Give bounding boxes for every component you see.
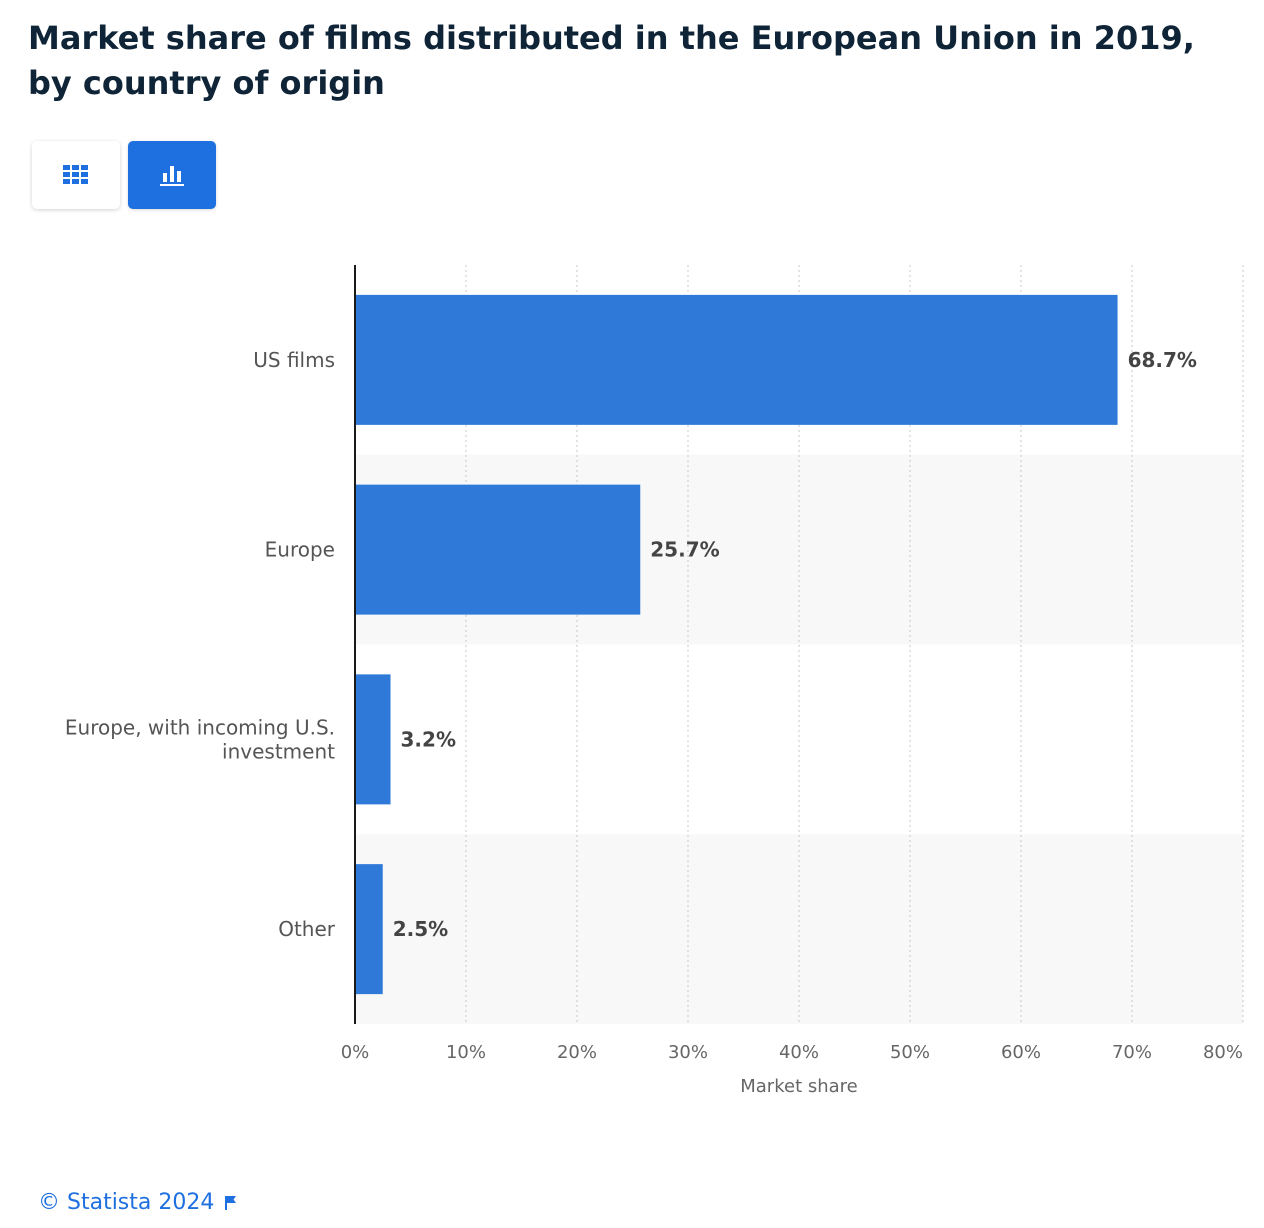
x-axis-title: Market share [740, 1076, 858, 1097]
category-label: US films [253, 348, 335, 372]
bar[interactable] [355, 294, 1118, 425]
x-tick-label: 50% [890, 1042, 930, 1063]
value-label: 3.2% [401, 727, 456, 751]
category-label: Europe, with incoming U.S. investment [65, 715, 335, 763]
category-label: Other [278, 917, 336, 941]
view-toggle [30, 141, 220, 211]
x-tick-label: 10% [446, 1042, 486, 1063]
x-tick-label: 30% [668, 1042, 708, 1063]
bar[interactable] [355, 674, 391, 805]
table-view-button[interactable] [32, 141, 120, 209]
bar-chart-icon [160, 166, 184, 186]
footer: © Statista 2024 [38, 1190, 238, 1215]
x-tick-label: 70% [1112, 1042, 1152, 1063]
x-tick-label: 80% [1203, 1042, 1243, 1063]
bar[interactable] [355, 864, 383, 995]
x-tick-label: 0% [341, 1042, 370, 1063]
category-label: Europe [265, 538, 335, 562]
grid-icon [63, 165, 88, 184]
x-tick-label: 60% [1001, 1042, 1041, 1063]
flag-icon[interactable] [224, 1195, 238, 1211]
value-label: 68.7% [1128, 348, 1197, 372]
value-label: 25.7% [650, 538, 719, 562]
chart-title: Market share of films distributed in the… [28, 19, 1195, 102]
bar[interactable] [355, 484, 641, 615]
chart-view-button[interactable] [128, 141, 216, 209]
copyright-link[interactable]: © Statista 2024 [38, 1190, 215, 1215]
value-label: 2.5% [393, 917, 448, 941]
x-tick-label: 40% [779, 1042, 819, 1063]
bar-chart: 68.7% 25.7% 3.2% 2.5% US films Europe Europe,… [65, 265, 1244, 1097]
x-tick-label: 20% [557, 1042, 597, 1063]
